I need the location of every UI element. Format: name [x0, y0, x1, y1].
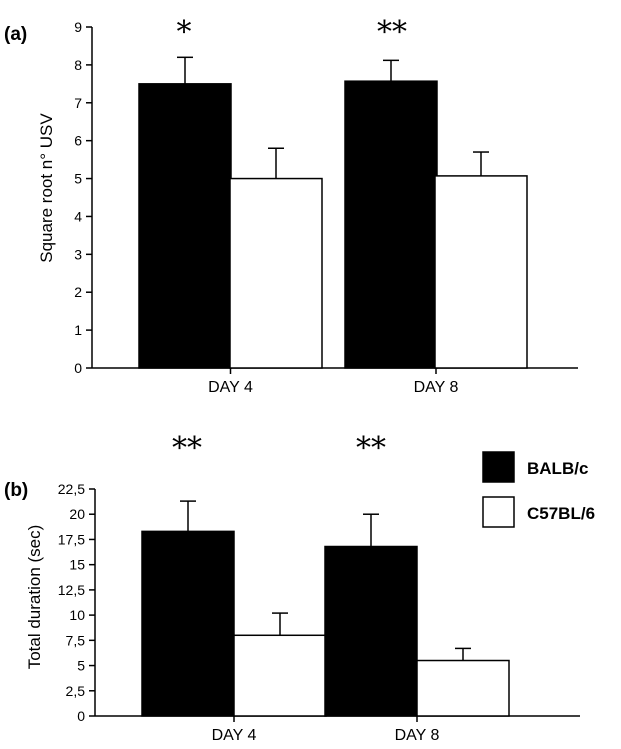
bar-c57bl6: [229, 177, 323, 369]
x-tick-label: DAY 8: [414, 379, 459, 396]
bar-c57bl6: [434, 175, 528, 369]
significance-marker: **: [172, 431, 202, 466]
chart-a: 0 1 2 3 4 5 6 7 8 9 DAY 4 * DAY 8 **: [74, 15, 578, 396]
bar-c57bl6: [416, 659, 510, 717]
bar-c57bl6: [233, 634, 327, 717]
y-tick-label: 4: [74, 208, 82, 224]
significance-marker: **: [377, 15, 407, 50]
y-tick-label: 12,5: [58, 582, 85, 598]
y-tick-label: 17,5: [58, 531, 85, 547]
y-tick-label: 15: [69, 557, 85, 573]
chart-b: 0 2,5 5 7,5 10 12,5 15 17,5 20 22,5 DAY 4 ** DAY 8 **: [58, 431, 580, 744]
y-tick-label: 0: [74, 360, 82, 376]
panel-a-ylabel: Square root n° USV: [37, 113, 56, 263]
y-tick-label: 1: [74, 322, 82, 338]
legend-label-c57bl6: C57BL/6: [527, 504, 595, 523]
y-tick-label: 2: [74, 284, 82, 300]
y-tick-label: 3: [74, 246, 82, 262]
panel-a-label: (a): [4, 24, 27, 45]
bar-balbc: [344, 80, 438, 369]
significance-marker: *: [177, 15, 192, 50]
y-tick-label: 2,5: [66, 683, 86, 699]
y-tick-label: 9: [74, 19, 82, 35]
x-tick-label: DAY 4: [212, 727, 257, 744]
y-tick-label: 7: [74, 95, 82, 111]
bar-balbc: [138, 83, 232, 369]
legend-swatch-balbc: [482, 451, 515, 483]
y-tick-label: 0: [77, 708, 85, 724]
legend: BALB/c C57BL/6: [482, 451, 595, 528]
y-tick-label: 5: [74, 171, 82, 187]
bar-balbc: [141, 530, 235, 717]
bar-balbc: [324, 545, 418, 717]
y-tick-label: 22,5: [58, 481, 85, 497]
significance-marker: **: [356, 431, 386, 466]
y-tick-label: 20: [69, 506, 85, 522]
panel-b-label: (b): [4, 480, 28, 501]
y-tick-label: 10: [69, 607, 85, 623]
y-tick-label: 6: [74, 133, 82, 149]
legend-swatch-c57bl6: [482, 496, 515, 528]
y-tick-label: 5: [77, 658, 85, 674]
y-tick-label: 7,5: [66, 632, 86, 648]
legend-label-balbc: BALB/c: [527, 459, 588, 478]
x-tick-label: DAY 4: [208, 379, 253, 396]
x-tick-label: DAY 8: [395, 727, 440, 744]
panel-b-ylabel: Total duration (sec): [25, 525, 44, 670]
y-tick-label: 8: [74, 57, 82, 73]
